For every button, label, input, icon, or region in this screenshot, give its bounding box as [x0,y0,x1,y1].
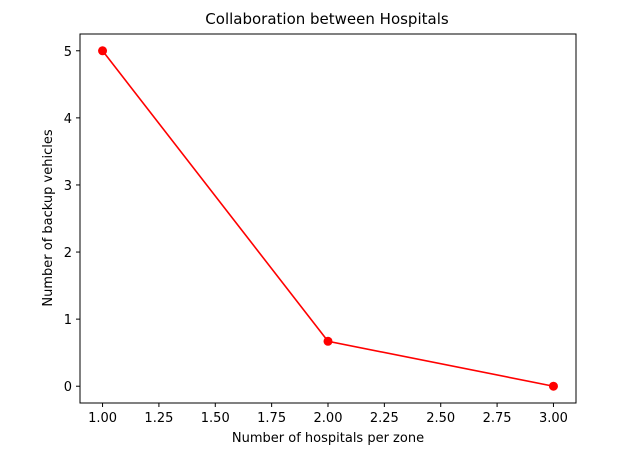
x-tick-label: 2.00 [314,411,343,426]
x-tick-label: 2.25 [370,411,399,426]
x-ticks: 1.00 1.25 1.50 1.75 2.00 2.25 2.50 2.75 3.00 [88,403,568,426]
y-tick-label: 5 [64,45,72,60]
x-axis-label: Number of hospitals per zone [232,431,424,446]
plot-area [79,33,577,404]
chart-title: Collaboration between Hospitals [205,10,449,28]
y-ticks: 0 1 2 3 4 5 [64,45,80,395]
data-point [323,336,333,346]
y-tick-label: 0 [64,380,72,395]
x-tick-label: 1.00 [88,411,117,426]
series-layer [98,46,558,391]
data-point [98,46,108,56]
x-tick-label: 3.00 [539,411,568,426]
x-tick-label: 2.75 [483,411,512,426]
y-tick-label: 1 [64,313,72,328]
x-tick-label: 2.50 [426,411,455,426]
x-tick-label: 1.75 [257,411,286,426]
data-point [548,381,558,391]
y-tick-label: 4 [64,112,72,127]
x-tick-label: 1.50 [201,411,230,426]
x-tick-label: 1.25 [144,411,173,426]
y-axis-label: Number of backup vehicles [41,129,56,306]
y-tick-label: 3 [64,179,72,194]
y-tick-label: 2 [64,246,72,261]
